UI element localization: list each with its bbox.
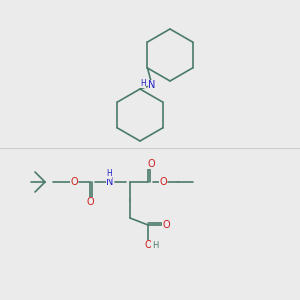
Text: H: H: [106, 169, 112, 178]
Text: N: N: [106, 177, 114, 187]
Text: O: O: [159, 177, 167, 187]
Text: O: O: [144, 240, 152, 250]
Text: H: H: [152, 241, 158, 250]
Text: O: O: [86, 197, 94, 207]
Text: H: H: [140, 79, 146, 88]
Text: O: O: [162, 220, 170, 230]
Text: O: O: [70, 177, 78, 187]
Text: N: N: [148, 80, 156, 90]
Text: O: O: [147, 159, 155, 169]
